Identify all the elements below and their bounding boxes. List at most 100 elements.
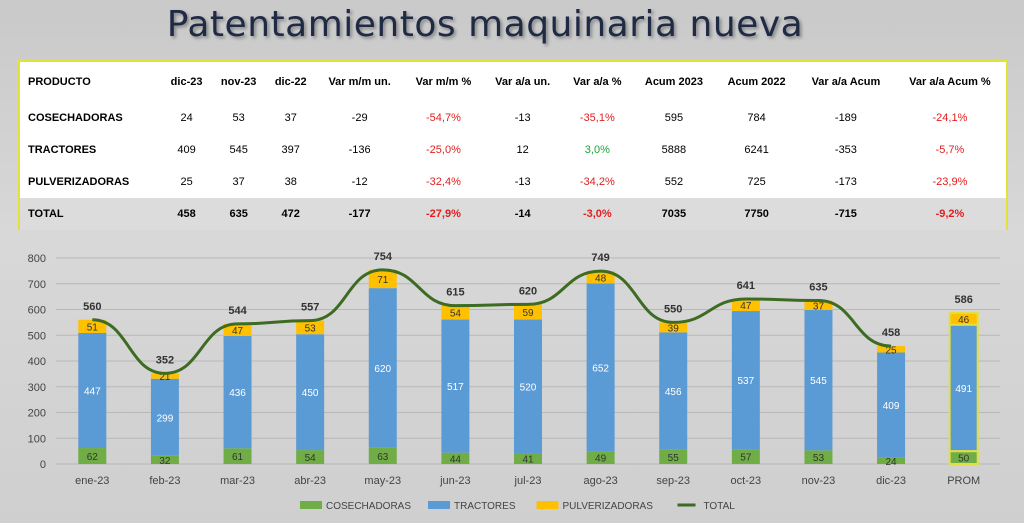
bar-tractores (296, 334, 325, 451)
total-label: 557 (301, 302, 319, 314)
table-header-cell: Acum 2022 (727, 76, 786, 88)
table-cell: 25 (180, 176, 193, 188)
total-label: 550 (664, 303, 682, 315)
data-label: 59 (522, 308, 534, 319)
bar-pulverizadoras (659, 322, 688, 333)
bar-tractores (150, 378, 179, 456)
data-label: 55 (668, 453, 680, 464)
table-body: COSECHADORAS 24 53 37 -29 -54,7% -13 -35,1% 595 7… (20, 102, 1006, 230)
data-label: 37 (813, 301, 825, 312)
total-label: 560 (83, 301, 101, 313)
bar-cosechadoras (78, 448, 107, 464)
x-tick-label: jul-23 (514, 475, 542, 487)
table-cell: -5,7% (935, 144, 965, 156)
y-tick-label: 500 (28, 330, 46, 342)
total-label: 635 (809, 281, 827, 293)
x-tick-label: ago-23 (583, 475, 617, 487)
total-line (92, 268, 892, 375)
table-cell: 397 (281, 144, 300, 156)
bar-pulverizadoras (441, 305, 470, 320)
bar-tractores (441, 319, 470, 453)
table-cell: -136 (348, 144, 371, 156)
data-label: 620 (374, 364, 391, 375)
total-label: 586 (955, 294, 973, 306)
x-tick-label: may-23 (364, 475, 401, 487)
data-label: 54 (305, 453, 317, 464)
data-label: 32 (159, 456, 171, 467)
data-label: 520 (520, 382, 537, 393)
bar-cosechadoras (296, 450, 325, 464)
table-row: COSECHADORAS 24 53 37 -29 -54,7% -13 -35,1% 595 7… (20, 102, 1006, 134)
table-cell: 38 (284, 176, 297, 188)
data-label: 61 (232, 452, 244, 463)
table-cell: -23,9% (932, 176, 968, 188)
bar-pulverizadoras (877, 346, 906, 353)
data-label: 54 (450, 309, 462, 320)
table-cell: -177 (315, 198, 404, 230)
bar-tractores (948, 323, 979, 453)
bar-cosechadoras (150, 455, 179, 464)
table-cell: -13 (514, 112, 531, 124)
bar-cosechadoras (514, 453, 542, 464)
bar-cosechadoras (441, 452, 470, 464)
table-cell: -25,0% (426, 144, 461, 156)
bar-tractores (368, 288, 397, 448)
total-label: 620 (519, 285, 537, 297)
bar-cosechadoras (223, 448, 252, 464)
table-cell: 595 (664, 112, 684, 124)
bar-cosechadoras (586, 451, 615, 464)
x-tick-label: PROM (947, 475, 980, 487)
bar-cosechadoras (877, 457, 906, 464)
y-tick-label: 800 (28, 253, 46, 265)
legend-swatch (428, 501, 450, 509)
table-cell: -54,7% (426, 112, 461, 124)
table-cell: -29 (351, 112, 368, 124)
bar-pulverizadoras (731, 298, 760, 312)
data-label: 47 (740, 301, 752, 312)
bar-tractores (514, 319, 542, 454)
table-header-cell: Var a/a un. (495, 76, 551, 88)
table-cell: 5888 (661, 144, 687, 156)
total-label: 641 (737, 280, 755, 292)
total-label: 754 (374, 251, 393, 263)
bar-pulverizadoras (514, 304, 542, 320)
bar-pulverizadoras (296, 320, 325, 335)
bar-tractores (731, 311, 760, 450)
data-label: 63 (377, 452, 389, 463)
legend-swatch (300, 501, 322, 509)
data-label: 537 (738, 376, 755, 387)
table-cell: 37 (284, 112, 297, 124)
table-cell: -24,1% (932, 112, 968, 124)
table-cell: 6241 (744, 144, 769, 156)
data-label: 51 (87, 322, 99, 333)
data-label: 49 (595, 454, 607, 465)
bar-tractores (659, 332, 688, 450)
table-header-cell: Var m/m un. (328, 76, 391, 88)
table-cell: -35,1% (579, 112, 615, 124)
table-cell: -13 (514, 176, 531, 188)
x-tick-label: jun-23 (439, 475, 471, 487)
bar-tractores (877, 352, 906, 458)
table-header-cell: PRODUCTO (28, 76, 91, 88)
data-label: 491 (955, 384, 972, 395)
bar-cosechadoras (804, 450, 833, 464)
bar-cosechadoras (731, 449, 760, 464)
table-cell: 784 (747, 112, 766, 124)
y-tick-label: 700 (28, 279, 46, 291)
data-label: 53 (813, 453, 825, 464)
table-cell: 552 (664, 176, 684, 188)
data-label: 57 (740, 453, 752, 464)
bar-tractores (804, 310, 833, 451)
table-cell: -12 (351, 176, 368, 188)
table-cell: 53 (232, 112, 245, 124)
bar-pulverizadoras (368, 269, 397, 289)
data-label: 53 (305, 323, 317, 334)
data-label: 456 (665, 387, 682, 398)
summary-table: PRODUCTO dic-23 nov-23 dic-22 Var m/m un. Var… (18, 60, 1008, 230)
table-header-row: PRODUCTO dic-23 nov-23 dic-22 Var m/m un. Var… (20, 62, 1006, 102)
data-label: 447 (84, 386, 101, 397)
bar-pulverizadoras (586, 271, 615, 284)
x-tick-label: sep-23 (656, 475, 690, 487)
y-tick-label: 200 (28, 408, 46, 420)
table-cell: -173 (834, 176, 857, 188)
